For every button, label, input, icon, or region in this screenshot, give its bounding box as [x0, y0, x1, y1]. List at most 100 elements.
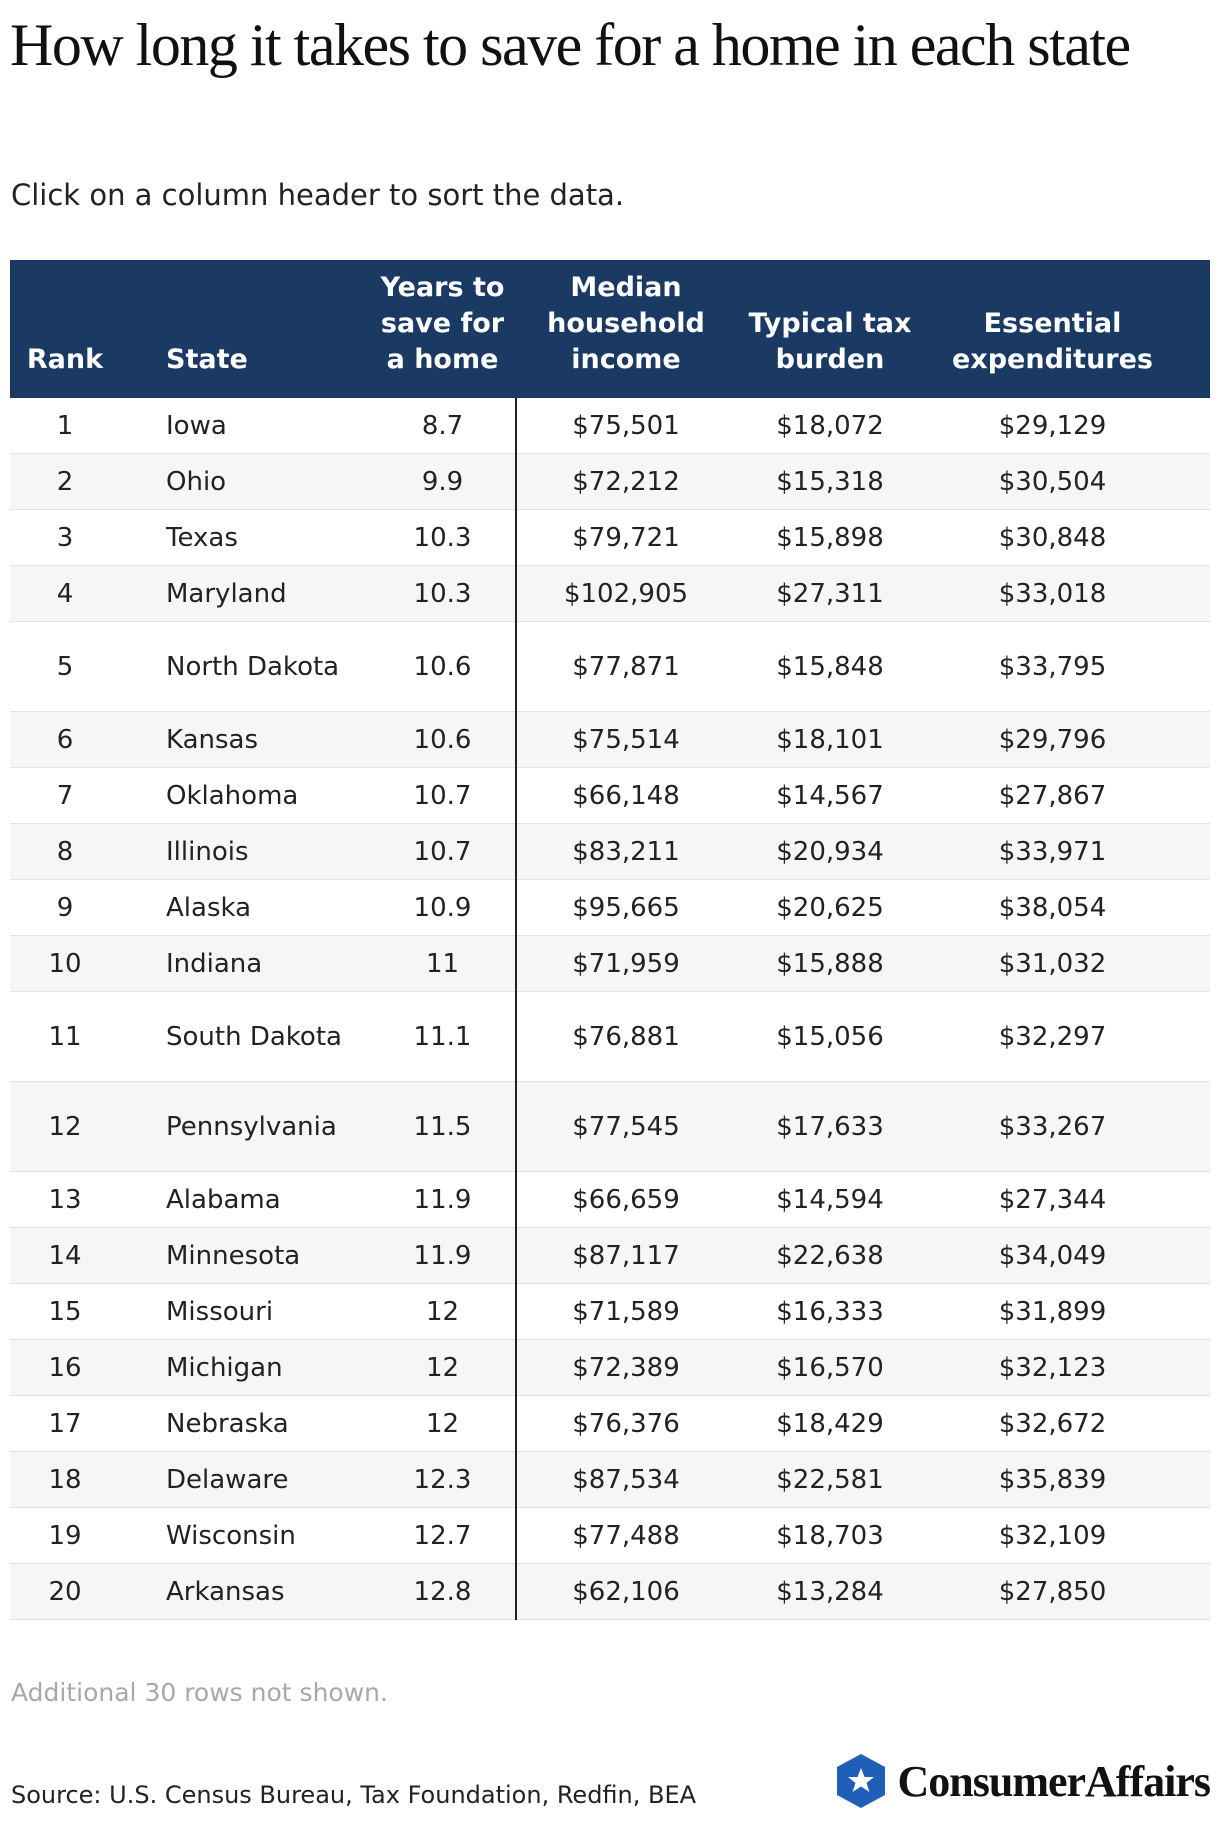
table-cell: $31,899 — [925, 1283, 1210, 1340]
table-cell: $18,072 — [735, 398, 925, 454]
table-cell: 9 — [10, 879, 120, 936]
table-row: 5 North Dakota 10.6 $77,871 $15,848 $33,795 — [10, 621, 1210, 712]
table-cell: $83,211 — [516, 823, 735, 880]
column-header[interactable]: Years to save for a home — [370, 260, 517, 398]
table-cell: 8 — [10, 823, 120, 880]
table-cell: $72,389 — [516, 1339, 735, 1396]
table-cell: $15,318 — [735, 453, 925, 510]
table-cell: $95,665 — [516, 879, 735, 936]
table-cell: $20,934 — [735, 823, 925, 880]
table-cell: 12 — [10, 1081, 120, 1172]
table-cell: 12 — [370, 1339, 517, 1396]
table-row: 10 Indiana 11 $71,959 $15,888 $31,032 — [10, 935, 1210, 992]
table-cell: $32,297 — [925, 991, 1210, 1082]
table-cell: Maryland — [120, 565, 370, 622]
table-cell: 11 — [370, 935, 517, 992]
table-cell: 10.6 — [370, 711, 517, 768]
table-cell: $71,959 — [516, 935, 735, 992]
table-cell: 10.7 — [370, 767, 517, 824]
table-cell: 7 — [10, 767, 120, 824]
table-cell: $76,376 — [516, 1395, 735, 1452]
table-cell: Alabama — [120, 1171, 370, 1228]
table-header: Rank State Years to save for a home Median … — [10, 260, 1210, 398]
header-row: Rank State Years to save for a home Median … — [10, 260, 1210, 398]
title: How long it takes to save for a home in … — [10, 12, 1131, 78]
table-cell: $87,117 — [516, 1227, 735, 1284]
table-cell: 6 — [10, 711, 120, 768]
table-cell: Missouri — [120, 1283, 370, 1340]
table-cell: $33,018 — [925, 565, 1210, 622]
table-cell: $15,056 — [735, 991, 925, 1082]
table-cell: 10.3 — [370, 509, 517, 566]
table-row: 13 Alabama 11.9 $66,659 $14,594 $27,344 — [10, 1171, 1210, 1228]
table-cell: $15,888 — [735, 935, 925, 992]
note: Additional 30 rows not shown. — [11, 1678, 388, 1707]
table-cell: $32,123 — [925, 1339, 1210, 1396]
table-cell: 20 — [10, 1563, 120, 1620]
table-cell: 8.7 — [370, 398, 517, 454]
table-cell: $22,581 — [735, 1451, 925, 1508]
table-cell: $27,867 — [925, 767, 1210, 824]
column-header[interactable]: Median household income — [516, 260, 735, 398]
table-cell: 17 — [10, 1395, 120, 1452]
table-body: 1 Iowa 8.7 $75,501 $18,072 $29,129 2 Ohio 9.9 $72… — [10, 398, 1210, 1620]
table-cell: 13 — [10, 1171, 120, 1228]
column-header[interactable]: Rank — [10, 260, 120, 398]
logo: ConsumerAffairs — [833, 1752, 1211, 1810]
table-row: 18 Delaware 12.3 $87,534 $22,581 $35,839 — [10, 1451, 1210, 1508]
data-table: Rank State Years to save for a home Median … — [10, 260, 1210, 1620]
table-cell: 4 — [10, 565, 120, 622]
table-cell: $77,545 — [516, 1081, 735, 1172]
table-cell: $75,501 — [516, 398, 735, 454]
table-row: 7 Oklahoma 10.7 $66,148 $14,567 $27,867 — [10, 767, 1210, 824]
table-row: 14 Minnesota 11.9 $87,117 $22,638 $34,049 — [10, 1227, 1210, 1284]
table-cell: $77,871 — [516, 621, 735, 712]
table-row: 9 Alaska 10.9 $95,665 $20,625 $38,054 — [10, 879, 1210, 936]
table-cell: $30,848 — [925, 509, 1210, 566]
table-row: 3 Texas 10.3 $79,721 $15,898 $30,848 — [10, 509, 1210, 566]
table-cell: $33,267 — [925, 1081, 1210, 1172]
table-cell: 5 — [10, 621, 120, 712]
table-cell: Indiana — [120, 935, 370, 992]
table-cell: 12.3 — [370, 1451, 517, 1508]
table-cell: $22,638 — [735, 1227, 925, 1284]
table-cell: 9.9 — [370, 453, 517, 510]
table-cell: 12.8 — [370, 1563, 517, 1620]
table-cell: North Dakota — [120, 621, 370, 712]
table-cell: Iowa — [120, 398, 370, 454]
table-cell: Kansas — [120, 711, 370, 768]
column-header[interactable]: State — [120, 260, 370, 398]
table-cell: $14,567 — [735, 767, 925, 824]
table-cell: Alaska — [120, 879, 370, 936]
table-cell: $20,625 — [735, 879, 925, 936]
table-cell: 3 — [10, 509, 120, 566]
table-cell: 1 — [10, 398, 120, 454]
table-cell: $76,881 — [516, 991, 735, 1082]
table-cell: Texas — [120, 509, 370, 566]
column-header[interactable]: Essential expenditures — [925, 260, 1210, 398]
table-cell: 10.6 — [370, 621, 517, 712]
logo-text: ConsumerAffairs — [897, 1756, 1211, 1806]
table-cell: $33,795 — [925, 621, 1210, 712]
table-cell: $66,659 — [516, 1171, 735, 1228]
table-row: 20 Arkansas 12.8 $62,106 $13,284 $27,850 — [10, 1563, 1210, 1620]
table-cell: Illinois — [120, 823, 370, 880]
table-cell: 10.7 — [370, 823, 517, 880]
table-cell: Nebraska — [120, 1395, 370, 1452]
table-row: 12 Pennsylvania 11.5 $77,545 $17,633 $33,267 — [10, 1081, 1210, 1172]
table-cell: $29,129 — [925, 398, 1210, 454]
table-cell: 11.5 — [370, 1081, 517, 1172]
table-cell: $102,905 — [516, 565, 735, 622]
column-header[interactable]: Typical tax burden — [735, 260, 925, 398]
table-cell: $30,504 — [925, 453, 1210, 510]
table-cell: Pennsylvania — [120, 1081, 370, 1172]
table-row: 1 Iowa 8.7 $75,501 $18,072 $29,129 — [10, 398, 1210, 454]
table-cell: $27,850 — [925, 1563, 1210, 1620]
logo-icon — [837, 1754, 886, 1808]
table-cell: $38,054 — [925, 879, 1210, 936]
table-cell: $27,311 — [735, 565, 925, 622]
table-cell: Minnesota — [120, 1227, 370, 1284]
table-cell: 2 — [10, 453, 120, 510]
table-cell: $32,109 — [925, 1507, 1210, 1564]
